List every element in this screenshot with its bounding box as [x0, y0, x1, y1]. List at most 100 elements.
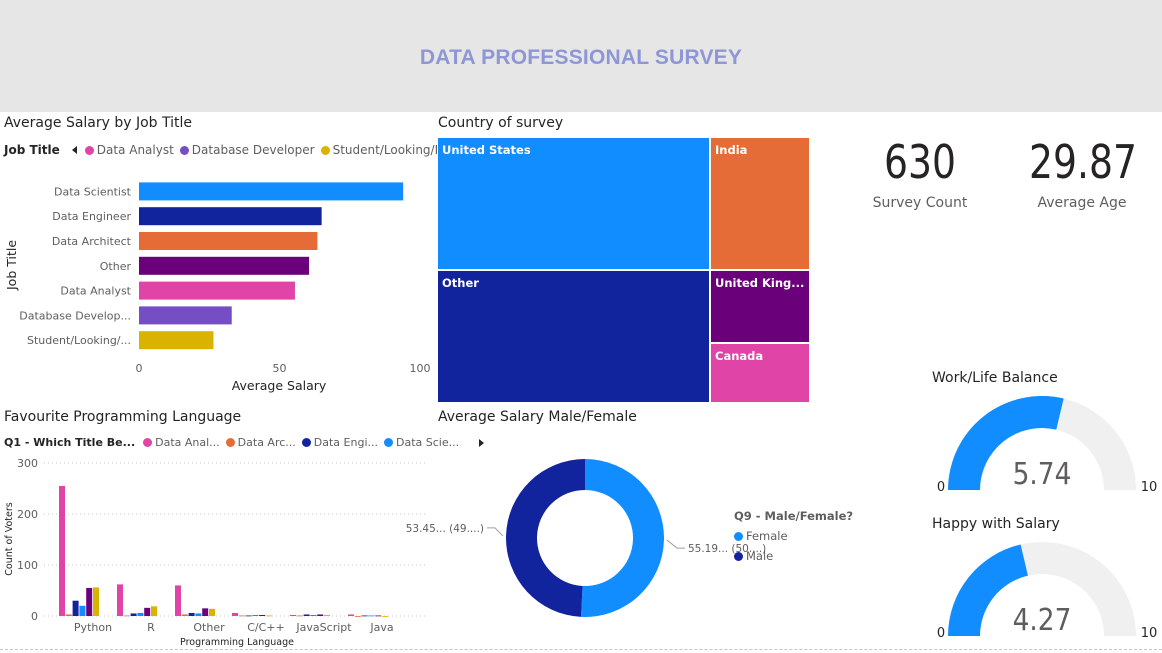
bar[interactable] [195, 613, 202, 616]
salary-by-job-legend: Job Title Data Analyst Database Develope… [4, 143, 468, 157]
bar[interactable] [137, 612, 144, 616]
treemap-tile[interactable]: Other [437, 270, 710, 403]
bar[interactable] [181, 614, 188, 616]
gauge-fill [948, 544, 1028, 636]
average-age-value: 29.87 [1028, 135, 1137, 189]
gauge-value: 5.74 [1013, 456, 1072, 491]
bar[interactable] [72, 600, 79, 616]
bar[interactable] [139, 306, 232, 325]
treemap-tile[interactable]: United States [437, 137, 710, 270]
bar[interactable] [117, 584, 123, 616]
languages-chart[interactable]: 0 100 200 300 Python R Other C/C++ JavaScript Jav… [0, 455, 430, 648]
bar[interactable] [259, 614, 266, 616]
bar[interactable] [139, 207, 322, 226]
y-tick-label: Data Analyst [60, 285, 131, 298]
bar[interactable] [79, 605, 86, 616]
bar[interactable] [296, 615, 303, 617]
bar[interactable] [209, 608, 215, 616]
data-label-leader [487, 527, 504, 537]
y-tick-label: 0 [31, 610, 38, 623]
legend-label: Data Anal... [155, 436, 220, 449]
treemap-tile[interactable]: Canada [710, 343, 810, 403]
header-banner: DATA PROFESSIONAL SURVEY [0, 0, 1162, 112]
y-tick-label: Student/Looking/... [27, 334, 131, 347]
bar[interactable] [139, 281, 295, 300]
legend-item[interactable]: Data Scie... [384, 436, 459, 449]
legend-scroll-left-icon[interactable] [71, 146, 77, 154]
legend-item[interactable]: Data Arc... [225, 436, 296, 449]
bar[interactable] [139, 256, 310, 275]
bar[interactable] [139, 182, 404, 201]
gender-legend: Q9 - Male/Female? Female Male [734, 509, 853, 563]
bar[interactable] [266, 615, 272, 617]
bar[interactable] [290, 614, 296, 616]
bar[interactable] [238, 615, 245, 617]
bar[interactable] [202, 608, 209, 616]
bar[interactable] [310, 614, 317, 616]
bar[interactable] [139, 331, 214, 350]
bar[interactable] [324, 614, 330, 616]
legend-dot [301, 438, 311, 447]
page-bottom-divider [0, 649, 1162, 650]
bar[interactable] [139, 232, 318, 250]
gauge-max-label: 10 [1141, 626, 1158, 641]
x-tick-label: 0 [136, 362, 143, 375]
average-age-label: Average Age [1037, 195, 1127, 211]
bar[interactable] [361, 615, 368, 617]
bar[interactable] [348, 614, 354, 616]
bar[interactable] [123, 615, 130, 617]
treemap-tile[interactable]: India [710, 137, 810, 270]
country-treemap[interactable]: United States Other India United King... Can… [437, 137, 810, 403]
legend-item[interactable]: Student/Looking/No... [320, 143, 462, 157]
treemap-tile[interactable]: United King... [710, 270, 810, 343]
survey-count-label: Survey Count [872, 195, 968, 211]
donut-slice[interactable] [505, 459, 585, 617]
salary-by-job-chart[interactable]: Data Scientist Data Engineer Data Architec… [0, 165, 431, 400]
x-tick-label: R [147, 621, 155, 634]
bar[interactable] [368, 615, 375, 617]
legend-item[interactable]: Data Engi... [301, 436, 378, 449]
page-title: DATA PROFESSIONAL SURVEY [419, 46, 743, 69]
bar[interactable] [175, 585, 181, 616]
bar[interactable] [188, 612, 195, 616]
bar[interactable] [232, 612, 238, 616]
work-life-gauge[interactable]: 5.74 0 10 [930, 388, 1160, 498]
y-tick-label: Data Scientist [54, 185, 132, 198]
y-tick-label: 300 [17, 457, 38, 470]
legend-dot [384, 438, 393, 447]
bar[interactable] [93, 587, 99, 616]
donut-slice[interactable] [581, 459, 664, 617]
treemap-tile-label: United States [442, 143, 531, 157]
bar[interactable] [354, 616, 361, 617]
gender-donut-chart[interactable]: 55.19... (50....) 53.45... (49....) [406, 440, 766, 640]
treemap-tile-label: Other [442, 276, 479, 290]
bar[interactable] [86, 587, 93, 616]
bar[interactable] [151, 606, 157, 616]
y-tick-label: Data Architect [52, 235, 132, 248]
bar[interactable] [65, 614, 72, 616]
legend-title: Q1 - Which Title Be... [4, 436, 136, 449]
bar[interactable] [144, 607, 151, 616]
legend-dot [84, 145, 94, 155]
bar[interactable] [375, 615, 382, 617]
data-label: 55.19... (50....) [688, 543, 766, 555]
y-tick-label: 200 [17, 508, 38, 521]
legend-item[interactable]: Data Anal... [143, 436, 220, 449]
bar[interactable] [130, 613, 137, 616]
bar[interactable] [245, 615, 252, 617]
bar[interactable] [317, 614, 324, 616]
legend-scroll-right-icon[interactable] [479, 438, 485, 447]
legend-item[interactable]: Data Analyst [84, 143, 174, 157]
legend-label: Male [746, 549, 774, 563]
legend-item[interactable]: Female [734, 529, 853, 543]
happy-salary-gauge[interactable]: 4.27 0 10 [930, 534, 1160, 644]
bar[interactable] [303, 614, 310, 616]
legend-item[interactable]: Male [734, 549, 853, 563]
bar[interactable] [382, 616, 388, 617]
legend-item[interactable]: Database Developer [179, 143, 315, 157]
legend-label: Female [746, 529, 788, 543]
legend-dot [734, 531, 743, 541]
treemap-tile-label: India [715, 143, 748, 157]
bar[interactable] [252, 614, 259, 616]
bar[interactable] [59, 485, 65, 616]
